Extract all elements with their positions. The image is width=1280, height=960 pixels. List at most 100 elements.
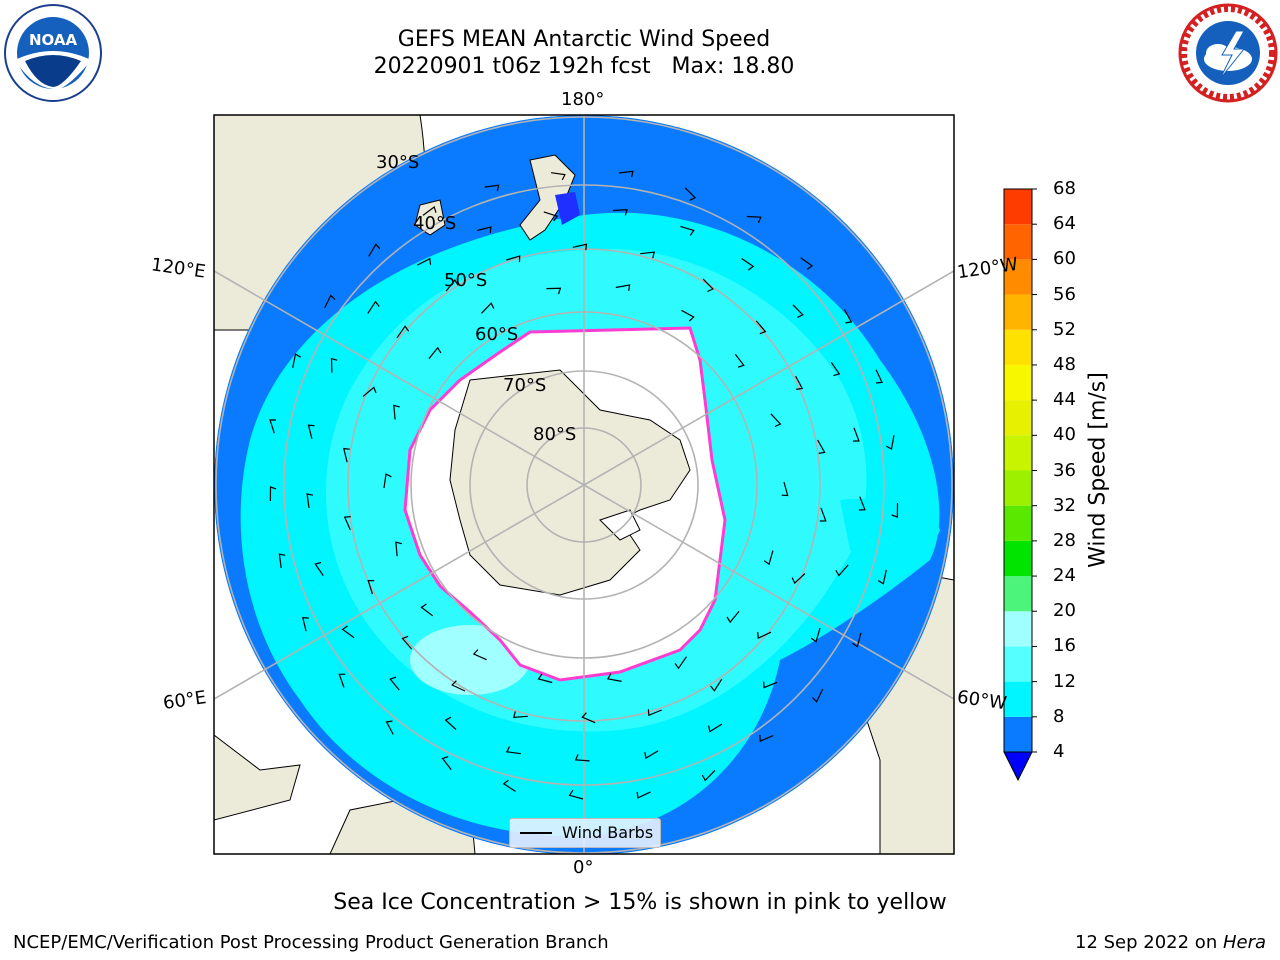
wind-barb bbox=[343, 516, 351, 531]
wind-barb bbox=[307, 424, 315, 439]
wind-barb bbox=[581, 712, 596, 724]
colorbar-tick-label: 48 bbox=[1053, 353, 1076, 375]
wind-barb bbox=[506, 255, 521, 263]
colorbar-cell bbox=[1004, 329, 1032, 365]
wind-barb bbox=[734, 353, 745, 368]
wind-barbs bbox=[269, 170, 899, 800]
colorbar-cell bbox=[1004, 224, 1032, 260]
wind-barb bbox=[383, 473, 392, 488]
colorbar-cell bbox=[1004, 681, 1032, 717]
wind-barb bbox=[537, 673, 553, 684]
wind-barb bbox=[484, 184, 500, 192]
wind-barb bbox=[781, 481, 789, 497]
wind-barb bbox=[612, 208, 628, 216]
wind-barb bbox=[792, 304, 804, 318]
wind-barb bbox=[674, 656, 687, 670]
footer-date-text: 12 Sep 2022 on bbox=[1075, 932, 1223, 953]
wind-barb bbox=[755, 320, 767, 335]
colorbar-cell bbox=[1004, 259, 1032, 295]
wind-barb bbox=[395, 541, 402, 557]
wind-barb bbox=[886, 435, 895, 450]
wind-barb bbox=[819, 507, 827, 522]
wind-barb bbox=[852, 632, 862, 648]
wind-barb bbox=[343, 447, 350, 463]
wind-barb bbox=[647, 709, 662, 717]
wind-barb bbox=[770, 413, 782, 428]
colorbar-tick-label: 64 bbox=[1053, 213, 1076, 235]
colorbar-tick-label: 36 bbox=[1053, 459, 1076, 481]
wind-barb bbox=[393, 404, 400, 420]
wind-barb bbox=[835, 564, 849, 577]
colorbar-label: Wind Speed [m/s] bbox=[1085, 372, 1111, 568]
wind-barb bbox=[481, 302, 495, 314]
colorbar-cell bbox=[1004, 294, 1032, 330]
wind-barb bbox=[759, 735, 774, 742]
lat-label-30s: 30°S bbox=[376, 152, 420, 173]
colorbar-cell bbox=[1004, 364, 1032, 401]
wind-barb bbox=[763, 681, 778, 689]
colorbar-tick-label: 44 bbox=[1053, 389, 1076, 411]
national-weather-service-logo bbox=[1178, 3, 1278, 103]
wind-barb bbox=[680, 225, 695, 236]
wind-barb bbox=[551, 172, 566, 181]
wind-barb bbox=[368, 243, 381, 257]
colorbar-cell bbox=[1004, 189, 1032, 225]
wind-barb bbox=[422, 206, 437, 216]
wind-barb bbox=[451, 680, 466, 692]
chart-title: GEFS MEAN Antarctic Wind Speed bbox=[397, 27, 771, 52]
wind-barb bbox=[302, 616, 309, 632]
colorbar-cell bbox=[1004, 576, 1032, 612]
wind-barb bbox=[708, 723, 723, 733]
lat-label-50s: 50°S bbox=[444, 270, 488, 291]
wind-barb bbox=[726, 610, 740, 624]
wind-barb bbox=[852, 427, 860, 442]
colorbar-tick-label: 68 bbox=[1053, 178, 1076, 199]
wind-barb bbox=[811, 688, 824, 703]
wind-barb bbox=[292, 353, 302, 368]
colorbar-cell bbox=[1004, 400, 1032, 436]
colorbar-cell bbox=[1004, 505, 1032, 541]
wind-barb bbox=[472, 649, 487, 661]
wind-barb bbox=[636, 791, 651, 799]
wind-barb bbox=[543, 211, 559, 222]
wind-barb bbox=[830, 362, 841, 377]
wind-barb bbox=[710, 678, 723, 692]
wind-barb bbox=[574, 754, 590, 762]
meridian-60e-120w bbox=[214, 270, 954, 700]
wind-barb bbox=[428, 346, 442, 360]
lon-label-180: 180° bbox=[561, 89, 605, 110]
lon-label-0: 0° bbox=[573, 857, 594, 878]
colorbar-tick-label: 16 bbox=[1053, 635, 1076, 657]
colorbar-tick-label: 4 bbox=[1053, 741, 1065, 762]
colorbar-tick-label: 52 bbox=[1053, 318, 1076, 340]
wind-barb bbox=[330, 357, 338, 373]
wind-barb bbox=[401, 635, 413, 650]
chart-subtitle: 20220901 t06z 192h fcst Max: 18.80 bbox=[373, 54, 795, 79]
wind-barb bbox=[396, 325, 410, 339]
colorbar-cell bbox=[1004, 470, 1032, 506]
wind-barb bbox=[502, 779, 516, 792]
colorbar-tick-label: 56 bbox=[1053, 283, 1076, 305]
legend-label: Wind Barbs bbox=[562, 823, 654, 842]
wind-barb bbox=[505, 746, 521, 755]
lat-label-80s: 80°S bbox=[533, 424, 577, 445]
wind-barb bbox=[817, 439, 826, 454]
wind-barb bbox=[877, 569, 887, 585]
wind-barb bbox=[858, 496, 866, 511]
wind-barb bbox=[269, 486, 277, 502]
wind-barb bbox=[702, 278, 714, 293]
colorbar-cell bbox=[1004, 611, 1032, 647]
wind-barb bbox=[420, 603, 434, 617]
wind-barb bbox=[362, 386, 377, 397]
colorbar-tick-label: 12 bbox=[1053, 670, 1076, 692]
wind-barb bbox=[269, 419, 277, 434]
noaa-logo: NOAA bbox=[4, 4, 102, 102]
lat-label-60s: 60°S bbox=[475, 324, 519, 345]
wind-barb bbox=[324, 294, 336, 309]
wind-barb bbox=[746, 215, 762, 224]
colorbar-tick-label: 40 bbox=[1053, 424, 1076, 446]
wind-barb bbox=[843, 309, 853, 324]
wind-barb bbox=[417, 257, 432, 266]
colorbar-cell bbox=[1004, 540, 1032, 577]
wind-barb bbox=[757, 631, 772, 639]
